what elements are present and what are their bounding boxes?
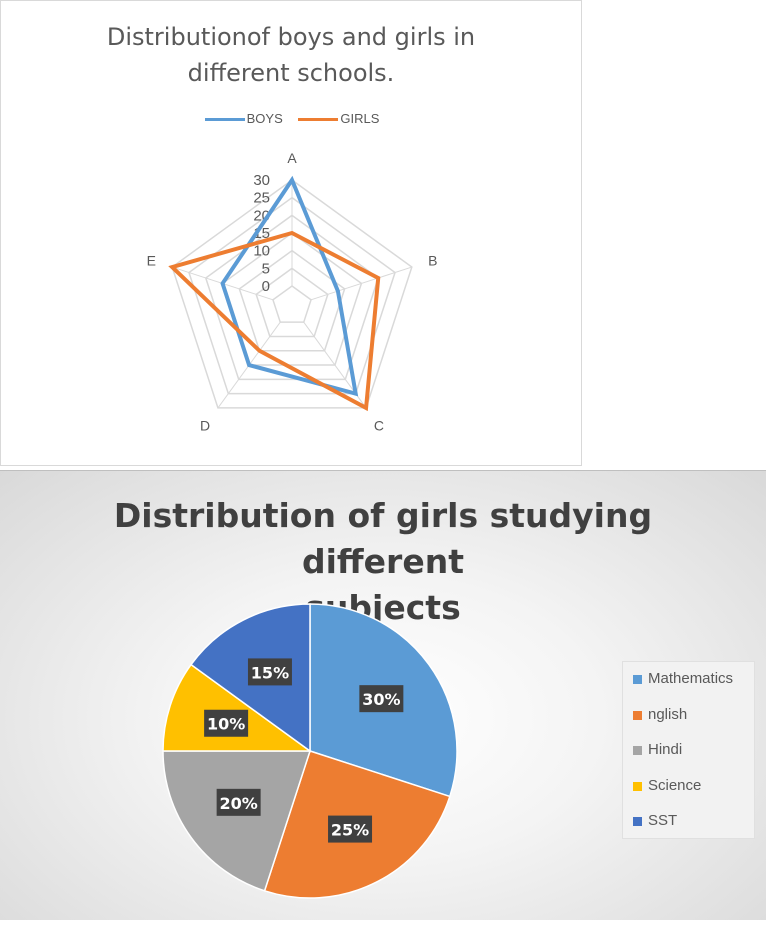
radar-grid-ring [221, 232, 363, 366]
pie-legend-swatch [633, 817, 642, 826]
pie-legend-label: nglish [648, 705, 688, 723]
radar-category-label: E [147, 252, 156, 268]
pie-slice-science [162, 663, 313, 752]
pie-data-label-box [328, 815, 373, 843]
pie-data-label: 25% [328, 815, 373, 843]
legend-label-boys: BOYS [246, 111, 283, 126]
radar-grid-ring [171, 179, 413, 409]
radar-title-line-1: Distributionof boys and girls in [106, 23, 476, 51]
legend-label-girls: GIRLS [340, 111, 380, 126]
radar-chart-panel: Distributionof boys and girls in differe… [0, 0, 582, 466]
pie-legend-label: Science [648, 776, 702, 794]
pie-slice-hindi [162, 750, 312, 892]
radar-legend: BOYS GIRLS [1, 111, 583, 126]
pie-data-label-text: 15% [251, 663, 289, 682]
pie-data-label-box [204, 709, 249, 737]
radar-grid-ring [188, 196, 396, 395]
radar-grid-ring [272, 285, 312, 323]
pie-legend-item: Mathematics [633, 670, 754, 706]
pie-legend-swatch [633, 746, 642, 755]
radar-tick-label: 25 [253, 190, 270, 207]
radar-tick-label: 10 [253, 243, 270, 260]
pie-data-label: 10% [204, 709, 249, 737]
radar-category-label: A [287, 150, 297, 166]
pie-legend-label: Mathematics [648, 670, 734, 687]
pie-title-line-1: Distribution of girls studying different [113, 496, 653, 581]
pie-data-label-text: 25% [331, 821, 369, 840]
pie-plot: 30% 25% 20% 10% 15% [162, 603, 458, 899]
radar-tick-label: 0 [262, 278, 270, 295]
pie-legend-item: Science [633, 777, 754, 813]
pie-legend-swatch [633, 675, 642, 684]
pie-data-label-box [359, 685, 404, 713]
legend-item-girls: GIRLS [298, 111, 379, 126]
pie-data-label-text: 20% [219, 794, 257, 813]
pie-legend-item: nglish [633, 706, 754, 742]
pie-data-label-box [247, 658, 292, 686]
pie-legend-label: Hindi [648, 741, 683, 758]
radar-series-boys [220, 175, 359, 397]
pie-data-label-text: 30% [362, 690, 400, 709]
radar-chart-title: Distributionof boys and girls in differe… [61, 19, 521, 91]
radar-category-label: B [428, 252, 437, 268]
radar-tick-label: 5 [262, 260, 270, 277]
pie-chart-panel: Distribution of girls studying different… [0, 470, 766, 920]
legend-item-boys: BOYS [204, 111, 283, 126]
pie-data-label-box [216, 788, 261, 816]
pie-legend-item: Hindi [633, 741, 754, 777]
pie-data-label: 30% [359, 685, 404, 713]
pie-data-label: 20% [216, 788, 261, 816]
pie-data-label-text: 10% [207, 715, 245, 734]
pie-legend-swatch [633, 710, 642, 720]
radar-tick-label: 30 [253, 172, 270, 189]
radar-category-label: D [200, 418, 210, 434]
radar-category-label: C [374, 418, 384, 434]
radar-grid-ring [204, 214, 380, 381]
radar-spoke [310, 266, 412, 301]
radar-grid-ring [255, 267, 329, 338]
radar-series-girls [168, 230, 381, 412]
pie-legend-item: SST [633, 812, 754, 848]
girls-legend-swatch [298, 118, 339, 122]
pie-data-label: 15% [247, 658, 292, 686]
radar-title-line-2: different schools. [187, 59, 395, 87]
boys-legend-swatch [204, 118, 245, 122]
pie-legend-swatch [633, 781, 642, 791]
pie-legend: Mathematics nglish Hindi Science SST [622, 661, 755, 839]
pie-legend-label: SST [648, 812, 678, 829]
